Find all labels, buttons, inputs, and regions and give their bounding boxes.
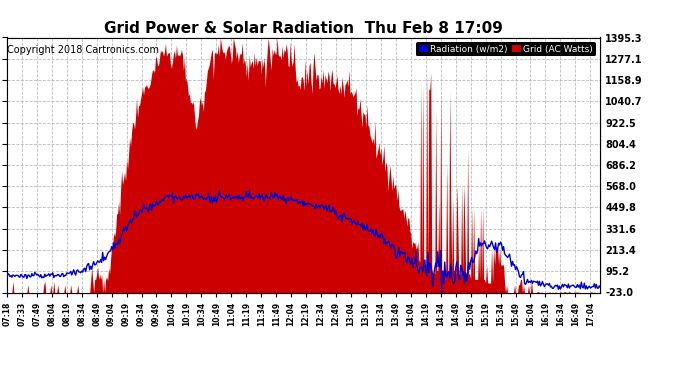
Legend: Radiation (w/m2), Grid (AC Watts): Radiation (w/m2), Grid (AC Watts) — [416, 42, 595, 56]
Text: Copyright 2018 Cartronics.com: Copyright 2018 Cartronics.com — [8, 45, 159, 55]
Title: Grid Power & Solar Radiation  Thu Feb 8 17:09: Grid Power & Solar Radiation Thu Feb 8 1… — [104, 21, 503, 36]
